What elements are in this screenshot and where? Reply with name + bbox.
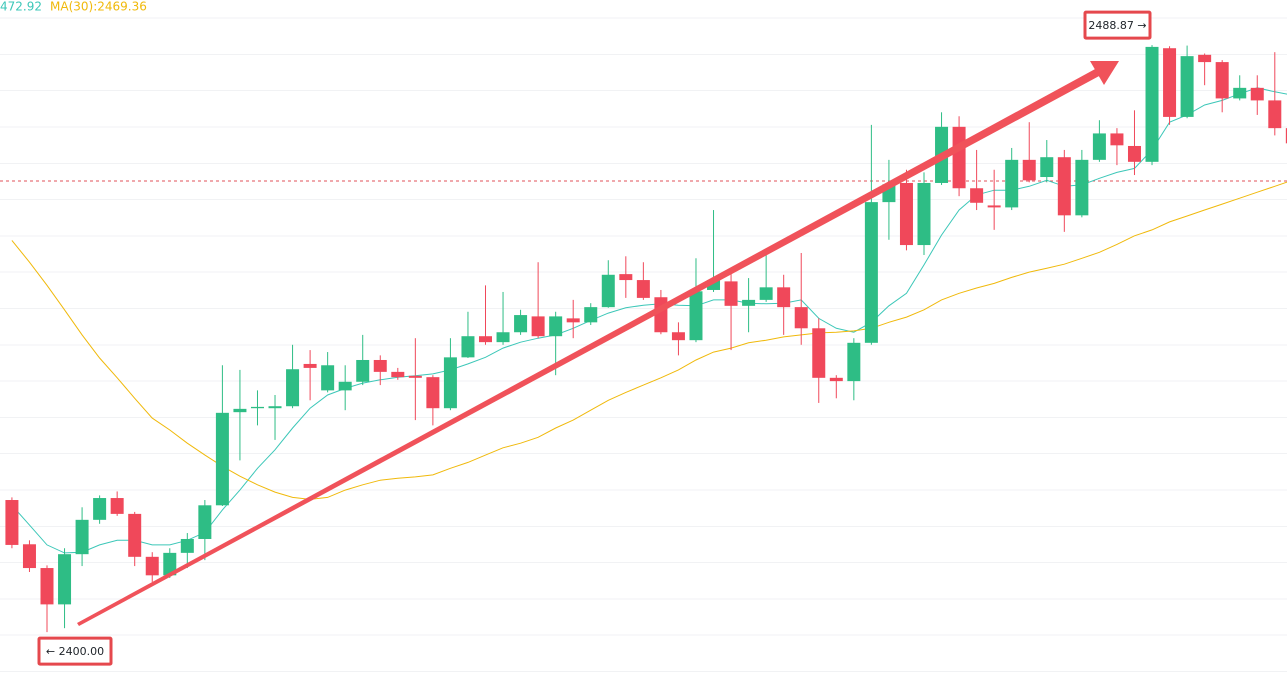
candle-body xyxy=(829,377,843,382)
candle-body xyxy=(163,552,177,576)
candle-body xyxy=(110,498,124,514)
candle-body xyxy=(426,377,440,409)
candle-body xyxy=(794,307,808,329)
annotation-box xyxy=(37,636,113,666)
candle-body xyxy=(707,280,721,290)
candle-body xyxy=(145,556,159,576)
candle-body xyxy=(496,332,510,343)
candle-body xyxy=(1092,133,1106,160)
candle-body xyxy=(864,202,878,343)
candle-body xyxy=(549,316,563,337)
candle-body xyxy=(654,297,668,333)
candle-body xyxy=(759,287,773,300)
candle-body xyxy=(1110,133,1124,146)
candle-body xyxy=(443,357,457,409)
candle-body xyxy=(1250,87,1264,101)
candle-body xyxy=(5,500,19,545)
candle-body xyxy=(689,291,703,341)
candle-body xyxy=(1180,56,1194,117)
candle-body xyxy=(461,336,475,358)
candle-body xyxy=(952,126,966,189)
candle-body xyxy=(636,280,650,298)
candle-body xyxy=(742,299,756,306)
legend: 472.92 MA(30):2469.36 xyxy=(0,0,147,14)
candle-body xyxy=(1233,87,1247,99)
candle-layer xyxy=(5,45,1287,633)
trend-arrow xyxy=(77,68,1101,626)
candle-body xyxy=(408,375,422,378)
annotation-label: 2488.87 → xyxy=(1088,19,1146,32)
candle-body xyxy=(1163,48,1177,117)
candle-body xyxy=(233,408,247,413)
candle-body xyxy=(303,363,317,368)
candle-body xyxy=(531,316,545,337)
candle-body xyxy=(128,513,142,557)
candle-body xyxy=(601,274,615,308)
candle-body xyxy=(93,498,107,520)
candle-body xyxy=(1127,145,1141,162)
candle-body xyxy=(1268,100,1282,129)
candle-body xyxy=(1075,159,1089,216)
candle-body xyxy=(58,554,72,605)
candle-body xyxy=(22,544,36,569)
candle-body xyxy=(250,406,264,409)
candle-body xyxy=(777,287,791,308)
candle-body xyxy=(391,371,405,378)
candle-body xyxy=(1057,157,1071,216)
ma-line xyxy=(11,181,1287,500)
candle-body xyxy=(671,332,685,341)
candle-body xyxy=(514,315,528,333)
candle-body xyxy=(268,406,282,409)
candle-body xyxy=(724,281,738,306)
candle-body xyxy=(1022,159,1036,181)
candle-body xyxy=(198,505,212,539)
candle-body xyxy=(75,519,89,555)
candle-body xyxy=(373,359,387,372)
legend-label: 472.92 xyxy=(0,0,42,14)
candle-body xyxy=(847,342,861,382)
candle-body xyxy=(338,381,352,391)
candle-body xyxy=(180,538,194,553)
candle-body xyxy=(321,365,335,391)
candle-body xyxy=(1285,128,1287,144)
candle-body xyxy=(619,274,633,281)
candle-body xyxy=(1215,62,1229,99)
annotation-layer: 2488.87 → ← 2400.00 xyxy=(37,10,1152,666)
candle-body xyxy=(987,205,1001,208)
legend-label: MA(30):2469.36 xyxy=(50,0,147,14)
candle-body xyxy=(1040,157,1054,178)
candle-body xyxy=(215,412,229,506)
candle-body xyxy=(356,359,370,382)
candle-body xyxy=(286,369,300,407)
candle-body xyxy=(812,328,826,378)
candle-body xyxy=(899,182,913,246)
candle-body xyxy=(1198,54,1212,63)
candle-body xyxy=(566,318,580,323)
trend-arrow-head xyxy=(1090,61,1119,85)
candle-body xyxy=(917,182,931,246)
candle-body xyxy=(1145,46,1159,162)
candle-body xyxy=(479,336,492,343)
candle-body xyxy=(40,568,54,605)
annotation-box xyxy=(1083,10,1152,40)
candle-body xyxy=(970,188,984,203)
candle-body xyxy=(584,307,598,323)
candle-body xyxy=(1005,159,1019,208)
annotation-label: ← 2400.00 xyxy=(46,645,104,658)
